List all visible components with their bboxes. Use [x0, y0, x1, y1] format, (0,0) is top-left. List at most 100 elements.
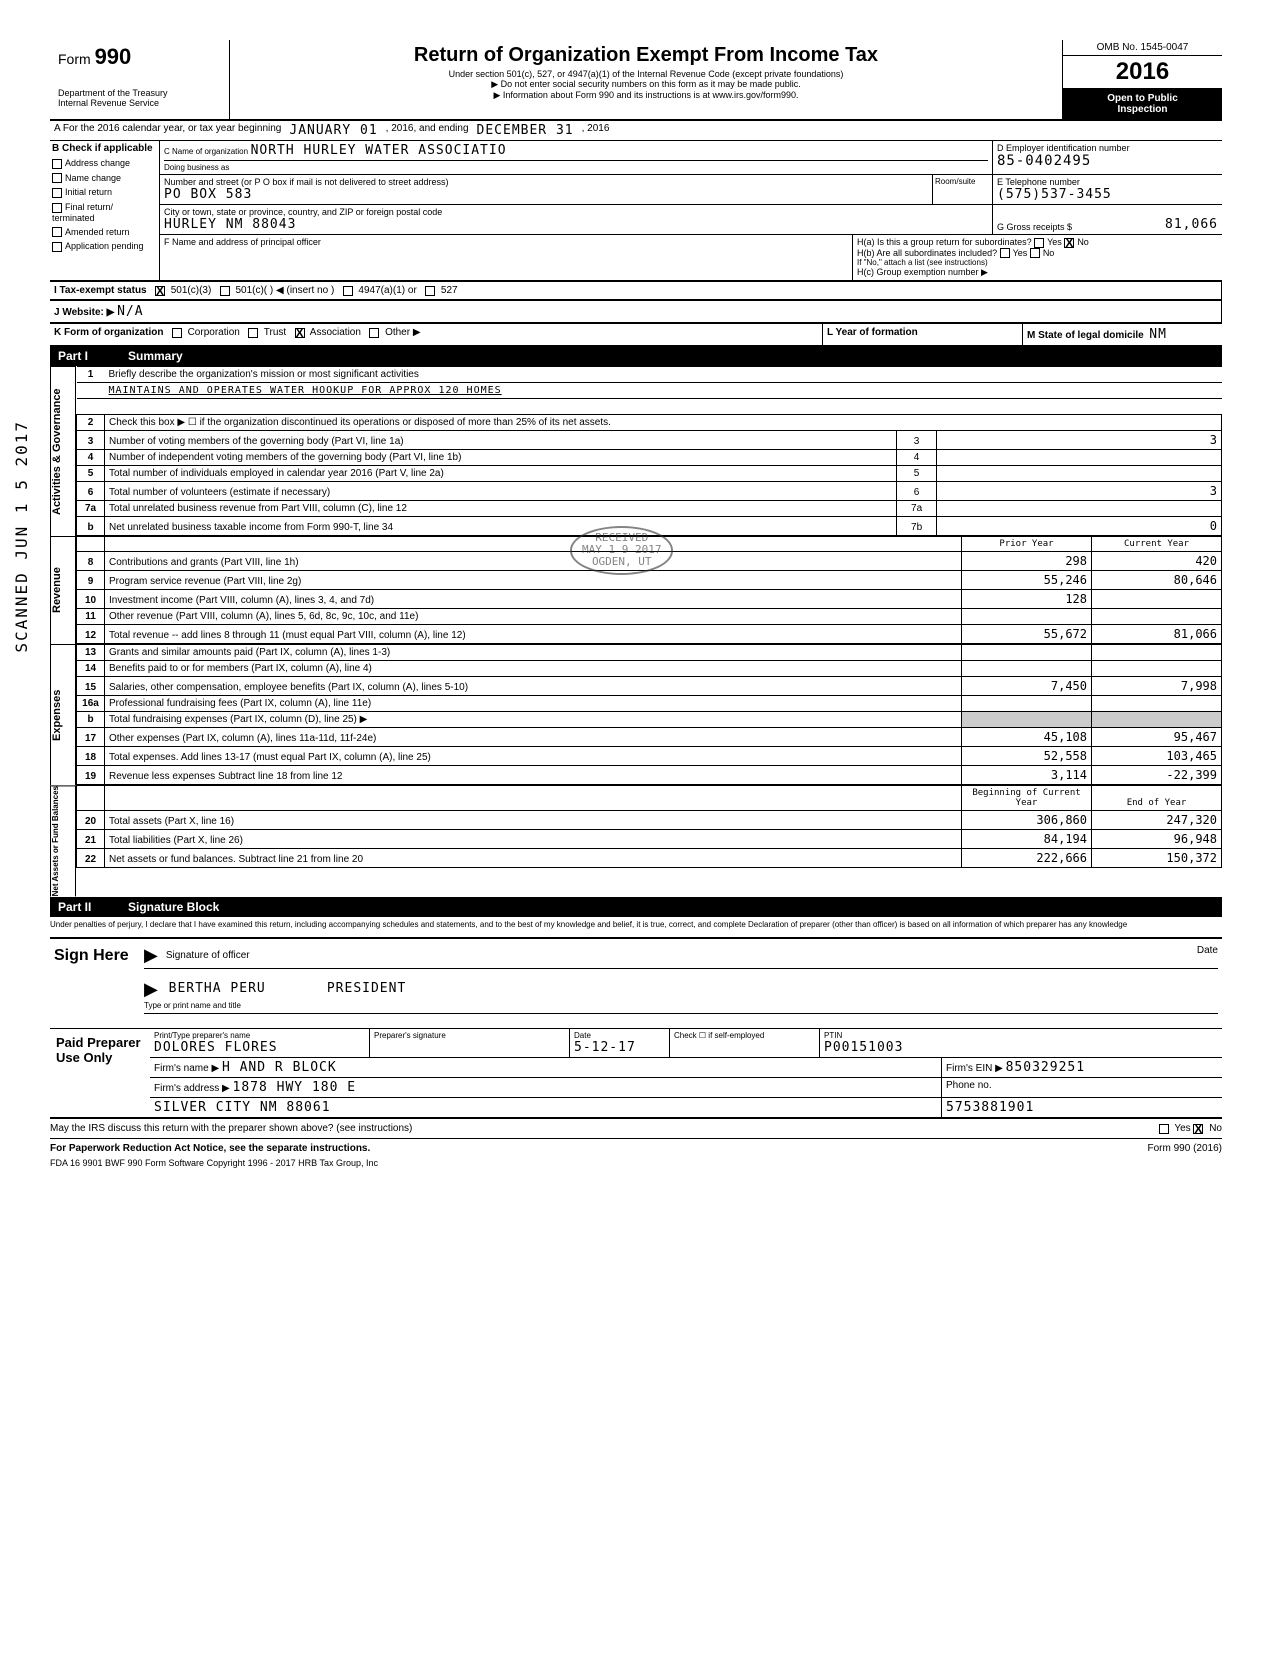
chk-assoc[interactable] [295, 328, 305, 338]
line10-prior: 128 [962, 590, 1092, 609]
line19-prior: 3,114 [962, 766, 1092, 785]
part1-label: Part I [58, 349, 128, 363]
line1-label: Briefly describe the organization's miss… [109, 369, 419, 380]
chk-initial-return[interactable]: Initial return [52, 187, 157, 198]
chk-501c[interactable] [220, 286, 230, 296]
line22-curr: 150,372 [1092, 849, 1222, 868]
footer-left: For Paperwork Reduction Act Notice, see … [50, 1143, 370, 1154]
yes-label: Yes [1047, 237, 1062, 247]
hb-yes-chk[interactable] [1000, 248, 1010, 258]
insert-label: ) ◀ (insert no ) [270, 285, 334, 296]
discuss-no-chk[interactable] [1193, 1124, 1203, 1134]
h-box: H(a) Is this a group return for subordin… [852, 235, 1222, 280]
line15-prior: 7,450 [962, 677, 1092, 696]
omb-box: OMB No. 1545-0047 2016 Open to Public In… [1062, 40, 1222, 119]
corp-label: Corporation [188, 327, 240, 338]
line15-curr: 7,998 [1092, 677, 1222, 696]
chk-501c3[interactable] [155, 286, 165, 296]
line17-prior: 45,108 [962, 728, 1092, 747]
vert-netassets: Net Assets or Fund Balances [50, 785, 76, 896]
c-label: C Name of organization [164, 147, 248, 156]
line17-curr: 95,467 [1092, 728, 1222, 747]
officer-name: BERTHA PERU [169, 981, 266, 996]
open-public-2: Inspection [1067, 104, 1218, 115]
firm-name-label: Firm's name ▶ [154, 1063, 219, 1074]
dept-treasury: Department of the Treasury [58, 88, 221, 98]
c-name-box: C Name of organization NORTH HURLEY WATE… [160, 141, 992, 174]
sign-here-label: Sign Here [50, 939, 140, 1028]
chk-trust[interactable] [248, 328, 258, 338]
chk-label: Name change [65, 173, 121, 183]
chk-4947[interactable] [343, 286, 353, 296]
chk-amended[interactable]: Amended return [52, 227, 157, 238]
discuss-row: May the IRS discuss this return with the… [50, 1119, 1222, 1139]
chk-label: Application pending [65, 241, 144, 251]
line1-value: MAINTAINS AND OPERATES WATER HOOKUP FOR … [105, 383, 1222, 399]
line18-prior: 52,558 [962, 747, 1092, 766]
begin-hdr: Beginning of Current Year [962, 786, 1092, 811]
ha-yes-chk[interactable] [1034, 238, 1044, 248]
g-label: G Gross receipts $ [997, 222, 1072, 232]
col-cde: C Name of organization NORTH HURLEY WATE… [160, 141, 1222, 280]
chk-527[interactable] [425, 286, 435, 296]
f-label: F Name and address of principal officer [164, 237, 321, 247]
part2-label: Part II [58, 900, 128, 914]
form-header: Form 990 Department of the Treasury Inte… [50, 40, 1222, 121]
sig-officer-label: Signature of officer [166, 950, 250, 961]
line19: Revenue less expenses Subtract line 18 f… [105, 766, 962, 785]
h-note: If "No," attach a list (see instructions… [857, 258, 1218, 267]
line21-prior: 84,194 [962, 830, 1092, 849]
governance-table: 1Briefly describe the organization's mis… [76, 366, 1222, 536]
subtitle-3: Information about Form 990 and its instr… [238, 90, 1054, 101]
chk-address-change[interactable]: Address change [52, 158, 157, 169]
chk-corp[interactable] [172, 328, 182, 338]
l-box: L Year of formation [822, 324, 1022, 345]
m-value: NM [1149, 327, 1167, 342]
end-hdr: End of Year [1092, 786, 1222, 811]
vert-revenue: Revenue [50, 536, 76, 644]
scanned-stamp: SCANNED JUN 1 5 2017 [12, 420, 31, 653]
h-a-label: H(a) Is this a group return for subordin… [857, 237, 1032, 247]
chk-pending[interactable]: Application pending [52, 241, 157, 252]
j-label: J Website: ▶ [54, 307, 114, 318]
hb-no-chk[interactable] [1030, 248, 1040, 258]
form-label: Form [58, 51, 91, 67]
4947-label: 4947(a)(1) or [358, 285, 416, 296]
firm-addr-label: Firm's address ▶ [154, 1083, 230, 1094]
d-label: D Employer identification number [997, 143, 1218, 153]
prep-date-value: 5-12-17 [574, 1040, 665, 1055]
k-label: K Form of organization [54, 327, 163, 338]
chk-name-change[interactable]: Name change [52, 173, 157, 184]
e-value: (575)537-3455 [997, 187, 1218, 202]
ha-no-chk[interactable] [1064, 238, 1074, 248]
discuss-no: No [1209, 1123, 1222, 1134]
room-box: Room/suite [932, 175, 992, 204]
firm-city-value: SILVER CITY NM 88061 [150, 1098, 942, 1117]
sig-date-label: Date [1197, 945, 1218, 956]
g-value: 81,066 [1165, 217, 1218, 232]
line12-prior: 55,672 [962, 625, 1092, 644]
row-j: J Website: ▶ N/A [50, 300, 1222, 323]
line21: Total liabilities (Part X, line 26) [105, 830, 962, 849]
line21-curr: 96,948 [1092, 830, 1222, 849]
line20: Total assets (Part X, line 16) [105, 811, 962, 830]
line11: Other revenue (Part VIII, column (A), li… [105, 609, 962, 625]
footer-row: For Paperwork Reduction Act Notice, see … [50, 1139, 1222, 1158]
chk-final-return[interactable]: Final return/ terminated [52, 202, 157, 223]
paid-preparer-label: Paid Preparer Use Only [50, 1029, 150, 1117]
subtitle-2: Do not enter social security numbers on … [238, 79, 1054, 90]
chk-other[interactable] [369, 328, 379, 338]
form-title: Return of Organization Exempt From Incom… [238, 44, 1054, 67]
d-value: 85-0402495 [997, 153, 1218, 169]
vert-expenses: Expenses [50, 644, 76, 785]
m-box: M State of legal domicile NM [1022, 324, 1222, 345]
form-number: 990 [95, 44, 132, 69]
line9-curr: 80,646 [1092, 571, 1222, 590]
line5: Total number of individuals employed in … [105, 466, 897, 482]
phone-label: Phone no. [946, 1080, 992, 1091]
prior-hdr: Prior Year [962, 537, 1092, 552]
j-value: N/A [117, 304, 143, 319]
e-box: E Telephone number (575)537-3455 [992, 175, 1222, 204]
line3-val: 3 [937, 431, 1222, 450]
discuss-yes-chk[interactable] [1159, 1124, 1169, 1134]
